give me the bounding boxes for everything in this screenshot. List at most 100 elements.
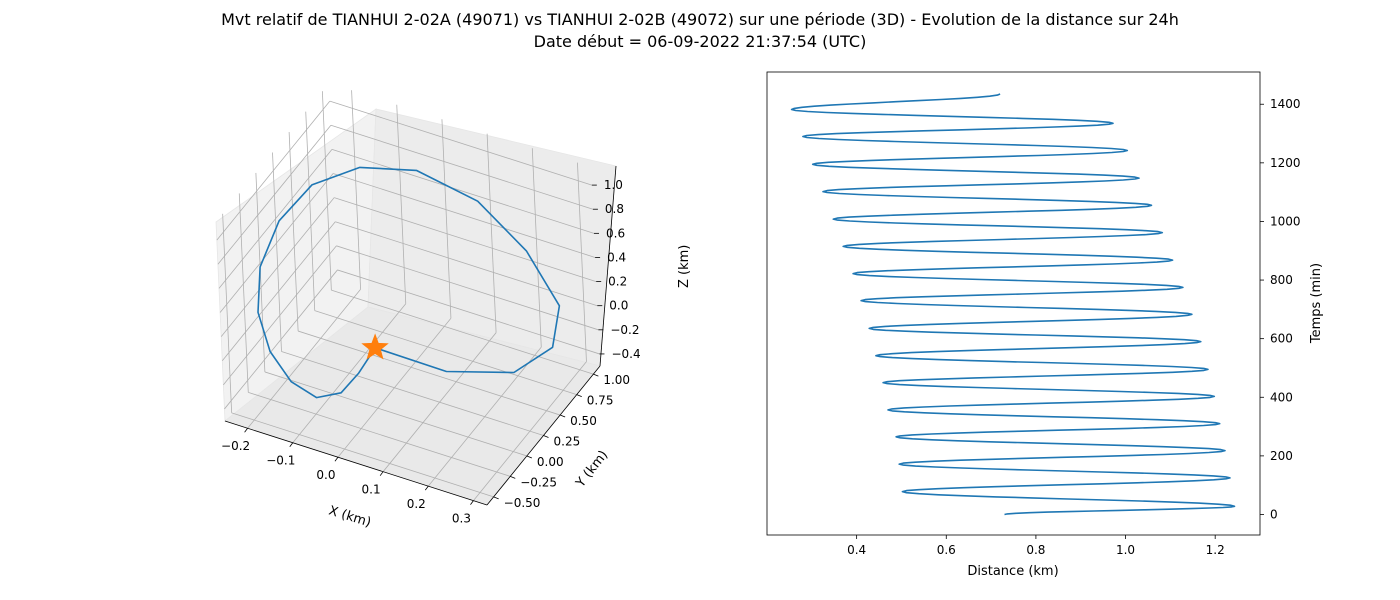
series-2d: [790, 93, 1236, 516]
grid-3d: [216, 90, 600, 501]
z-tick-label: −0.4: [611, 347, 640, 361]
y-tick-mark: [593, 373, 599, 377]
x-tick-label: 0.3: [452, 512, 471, 526]
y-axis-label: Y (km): [573, 448, 612, 491]
y-tick-mark: [576, 394, 582, 397]
x-tick-mark: [470, 500, 474, 505]
grid-line-x: [531, 148, 542, 348]
grid-line-y: [248, 392, 511, 477]
plot-2d-frame: [766, 71, 1261, 536]
grid-line-z: [220, 197, 335, 337]
y-tick-mark: [493, 496, 499, 500]
grid-line-z: [224, 269, 338, 410]
chart-subtitle-start-date: Date début = 06-09-2022 21:37:54 (UTC): [533, 32, 867, 51]
z-axis-label: Z (km): [677, 245, 692, 288]
y-tick-label: 0.75: [587, 394, 614, 408]
grid-line-z: [221, 221, 336, 361]
grid-line-y: [321, 91, 332, 291]
grid-line-z: [330, 124, 594, 210]
grid-line-y: [231, 412, 494, 498]
x-tick-label-2d: 0.8: [1026, 543, 1045, 557]
grid-line-y: [331, 289, 594, 375]
y-tick-label-2d: 1200: [1270, 156, 1301, 170]
grid-line-z: [331, 148, 595, 234]
y-tick-label: 0.00: [537, 455, 564, 469]
y-tick-label: 1.00: [603, 373, 630, 387]
x-tick-mark: [289, 442, 294, 447]
y-tick-label-2d: 800: [1270, 273, 1293, 287]
grid-line-y: [222, 213, 233, 413]
grid-line-y: [264, 371, 528, 457]
z-tick-label: 0.0: [609, 299, 628, 313]
x-tick-label-2d: 1.2: [1206, 543, 1225, 557]
z-tick-label: 0.2: [608, 275, 627, 289]
grid-line-y: [272, 152, 282, 352]
grid-line-y: [238, 193, 249, 393]
y-tick-label-2d: 200: [1270, 449, 1293, 463]
grid-line-z: [329, 100, 592, 186]
y-tick-label-2d: 1400: [1270, 97, 1301, 111]
plot-3d: −0.2 −0.1 0.0 0.1 0.2 0.3 −0.50 −0.25 0.00 0.25 0.…: [215, 90, 692, 531]
y-axis-label-2d: Temps (min): [1309, 263, 1324, 344]
z-tick-label: 0.8: [605, 202, 624, 216]
ticks-3d: −0.2 −0.1 0.0 0.1 0.2 0.3 −0.50 −0.25 0.00 0.25 0.…: [221, 178, 641, 526]
grid-line-y: [281, 351, 544, 436]
grid-line-x: [486, 133, 497, 333]
x-tick-mark: [424, 485, 429, 491]
x-axis-label: X (km): [327, 503, 373, 530]
ticks-2d: 0.4 0.6 0.8 1.0 1.2 0 200 400 600 800 1000 1200 1400: [847, 97, 1300, 557]
grid-line-y: [288, 132, 299, 332]
trajectory-3d: [257, 166, 561, 399]
z-tick-label: 0.6: [606, 226, 625, 240]
x-tick-label: 0.2: [407, 497, 426, 511]
x-axis-label-2d: Distance (km): [967, 564, 1058, 579]
grid-line-x: [351, 90, 361, 290]
grid-line-x: [441, 119, 452, 319]
z-tick-label: −0.2: [610, 323, 639, 337]
x-tick-label: 0.1: [362, 483, 381, 497]
grid-line-z: [335, 221, 598, 307]
x-axis-line: [224, 420, 488, 506]
chart-title-line-1: Mvt relatif de TIANHUI 2-02A (49071) vs …: [221, 10, 1179, 29]
grid-line-z: [216, 100, 331, 241]
grid-line-z: [337, 269, 600, 355]
plot-2d: 0.4 0.6 0.8 1.0 1.2 0 200 400 600 800 1000 1200 1400…: [766, 71, 1324, 579]
y-tick-mark: [510, 476, 516, 479]
y-tick-mark: [559, 414, 566, 418]
x-tick-label-2d: 1.0: [1116, 543, 1135, 557]
y-tick-label: 0.50: [570, 414, 597, 428]
grid-line-z: [217, 124, 332, 265]
y-tick-label-2d: 600: [1270, 332, 1293, 346]
y-tick-label: −0.25: [520, 475, 557, 489]
x-tick-label: 0.0: [316, 468, 335, 482]
z-tick-label: 1.0: [604, 178, 623, 192]
x-tick-label-2d: 0.6: [937, 543, 956, 557]
grid-line-x: [577, 162, 587, 362]
grid-line-y: [314, 310, 577, 395]
x-tick-label-2d: 0.4: [847, 543, 866, 557]
y-tick-label-2d: 1000: [1270, 214, 1301, 228]
grid-line-z: [219, 173, 334, 313]
y-tick-label-2d: 0: [1270, 507, 1278, 521]
start-star-marker: [361, 333, 389, 360]
x-tick-mark: [379, 471, 384, 476]
trajectory-line: [257, 166, 561, 399]
grid-line-z: [223, 245, 337, 386]
y-tick-label-2d: 400: [1270, 390, 1293, 404]
y-tick-mark: [526, 455, 533, 459]
x-tick-mark: [334, 456, 339, 462]
x-tick-label: −0.1: [266, 454, 295, 468]
grid-line-x: [396, 104, 407, 304]
grid-line-z: [336, 245, 599, 331]
distance-series-line: [790, 93, 1236, 516]
x-tick-mark: [244, 428, 248, 433]
grid-line-z: [332, 173, 596, 258]
y-tick-label: 0.25: [554, 435, 581, 449]
grid-line-z: [334, 197, 597, 282]
z-axis-line: [599, 165, 617, 367]
grid-line-y: [305, 111, 316, 311]
grid-line-z: [218, 149, 333, 289]
grid-line-y: [297, 330, 561, 416]
y-tick-label: −0.50: [504, 496, 541, 510]
